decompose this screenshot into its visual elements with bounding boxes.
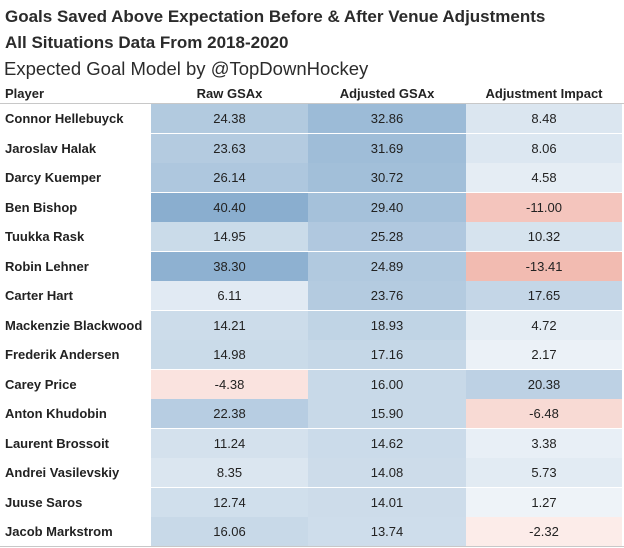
adjustment-impact-cell: 4.72 <box>466 310 622 340</box>
raw-gsax-cell: 16.06 <box>151 517 308 546</box>
adjusted-gsax-cell: 13.74 <box>308 517 466 546</box>
raw-gsax-cell: 8.35 <box>151 458 308 487</box>
adjustment-impact-cell: 8.06 <box>466 133 622 163</box>
player-name: Connor Hellebuyck <box>5 111 124 126</box>
player-name: Darcy Kuemper <box>5 170 102 185</box>
adjusted-gsax-cell: 24.89 <box>308 251 466 281</box>
adjusted-gsax-cell: 14.08 <box>308 458 466 487</box>
player-name: Laurent Brossoit <box>5 435 110 451</box>
player-name: Carey Price <box>5 376 77 392</box>
table-row: Andrei Vasilevskiy 8.35 14.08 5.73 <box>0 458 624 487</box>
table-row: Connor Hellebuyck 24.38 32.86 8.48 <box>0 104 624 133</box>
table-row: Tuukka Rask 14.95 25.28 10.32 <box>0 222 624 251</box>
adjusted-gsax-cell: 14.01 <box>308 487 466 517</box>
adjusted-gsax-cell: 17.16 <box>308 340 466 369</box>
table-row: Jaroslav Halak 23.63 31.69 8.06 <box>0 133 624 163</box>
adjustment-impact-cell: -6.48 <box>466 399 622 428</box>
adjusted-gsax-cell: 15.90 <box>308 399 466 428</box>
column-header-adjusted-gsax: Adjusted GSAx <box>339 86 435 101</box>
raw-gsax-cell: 14.98 <box>151 340 308 369</box>
adjustment-impact-cell: 8.48 <box>466 104 622 133</box>
player-name: Robin Lehner <box>5 258 89 274</box>
column-header-player: Player <box>5 86 45 101</box>
adjustment-impact-cell: 5.73 <box>466 458 622 487</box>
player-name: Tuukka Rask <box>5 229 85 244</box>
chart-title: Goals Saved Above Expectation Before & A… <box>5 7 546 26</box>
player-name: Anton Khudobin <box>5 406 107 421</box>
adjustment-impact-cell: -13.41 <box>466 251 622 281</box>
adjusted-gsax-cell: 14.62 <box>308 428 466 458</box>
chart-title-line-2: All Situations Data From 2018-2020 <box>5 33 289 52</box>
player-name: Mackenzie Blackwood <box>5 317 143 333</box>
adjusted-gsax-cell: 23.76 <box>308 281 466 310</box>
table-row: Darcy Kuemper 26.14 30.72 4.58 <box>0 163 624 192</box>
raw-gsax-cell: 38.30 <box>151 251 308 281</box>
adjustment-impact-cell: 2.17 <box>466 340 622 369</box>
table-row: Carey Price -4.38 16.00 20.38 <box>0 369 624 399</box>
column-header-raw-gsax: Raw GSAx <box>196 86 263 101</box>
player-name: Carter Hart <box>5 288 73 303</box>
player-name: Jaroslav Halak <box>5 140 97 156</box>
raw-gsax-cell: 6.11 <box>151 281 308 310</box>
adjusted-gsax-cell: 30.72 <box>308 163 466 192</box>
adjustment-impact-cell: 17.65 <box>466 281 622 310</box>
table-bottom-divider <box>0 546 624 547</box>
adjusted-gsax-cell: 31.69 <box>308 133 466 163</box>
raw-gsax-cell: 14.95 <box>151 222 308 251</box>
table-row: Mackenzie Blackwood 14.21 18.93 4.72 <box>0 310 624 340</box>
table-row: Robin Lehner 38.30 24.89 -13.41 <box>0 251 624 281</box>
raw-gsax-cell: 40.40 <box>151 192 308 222</box>
player-name: Jacob Markstrom <box>5 524 113 539</box>
adjustment-impact-cell: 1.27 <box>466 487 622 517</box>
adjustment-impact-cell: -11.00 <box>466 192 622 222</box>
chart-subtitle: Expected Goal Model by @TopDownHockey <box>4 58 369 79</box>
table-row: Jacob Markstrom 16.06 13.74 -2.32 <box>0 517 624 546</box>
raw-gsax-cell: 23.63 <box>151 133 308 163</box>
raw-gsax-cell: 14.21 <box>151 310 308 340</box>
adjusted-gsax-cell: 18.93 <box>308 310 466 340</box>
adjustment-impact-cell: 10.32 <box>466 222 622 251</box>
player-name: Frederik Andersen <box>5 347 120 362</box>
raw-gsax-cell: 22.38 <box>151 399 308 428</box>
player-name: Andrei Vasilevskiy <box>5 465 120 480</box>
adjusted-gsax-cell: 25.28 <box>308 222 466 251</box>
column-header-adjustment-impact: Adjustment Impact <box>485 86 603 101</box>
adjustment-impact-cell: 4.58 <box>466 163 622 192</box>
table-row: Juuse Saros 12.74 14.01 1.27 <box>0 487 624 517</box>
raw-gsax-cell: -4.38 <box>151 369 308 399</box>
raw-gsax-cell: 26.14 <box>151 163 308 192</box>
raw-gsax-cell: 24.38 <box>151 104 308 133</box>
player-name: Ben Bishop <box>5 199 78 215</box>
table-row: Frederik Andersen 14.98 17.16 2.17 <box>0 340 624 369</box>
table-row: Carter Hart 6.11 23.76 17.65 <box>0 281 624 310</box>
adjustment-impact-cell: 20.38 <box>466 369 622 399</box>
adjusted-gsax-cell: 29.40 <box>308 192 466 222</box>
header-divider <box>0 103 624 104</box>
table-row: Ben Bishop 40.40 29.40 -11.00 <box>0 192 624 222</box>
adjustment-impact-cell: -2.32 <box>466 517 622 546</box>
raw-gsax-cell: 11.24 <box>151 428 308 458</box>
adjusted-gsax-cell: 16.00 <box>308 369 466 399</box>
table-row: Laurent Brossoit 11.24 14.62 3.38 <box>0 428 624 458</box>
raw-gsax-cell: 12.74 <box>151 487 308 517</box>
adjusted-gsax-cell: 32.86 <box>308 104 466 133</box>
table-row: Anton Khudobin 22.38 15.90 -6.48 <box>0 399 624 428</box>
player-name: Juuse Saros <box>5 494 83 510</box>
adjustment-impact-cell: 3.38 <box>466 428 622 458</box>
